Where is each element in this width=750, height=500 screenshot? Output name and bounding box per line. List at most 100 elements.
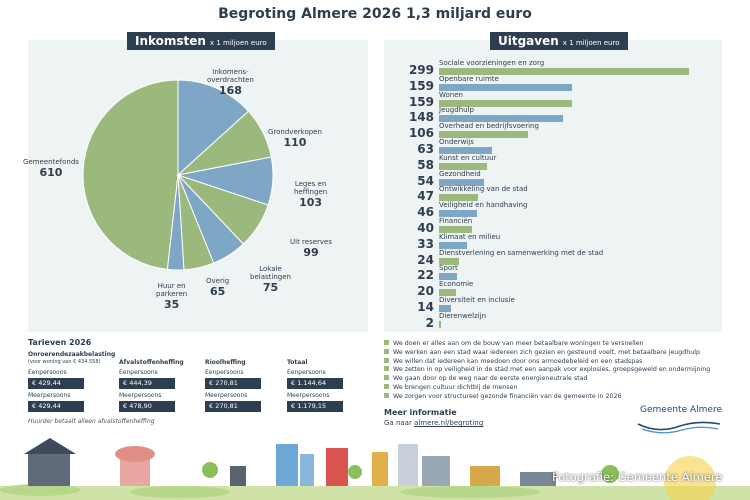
expense-value: 58	[417, 157, 434, 172]
pie-slice-value: 65	[209, 285, 226, 298]
riool-meer-amount: € 270,81	[205, 401, 261, 412]
goal-text: We willen dat iedereen kan meedoen door …	[393, 357, 643, 365]
expense-label: Economie	[439, 280, 474, 289]
pie-slice-label-text: Huur en parkeren	[156, 282, 188, 298]
expense-label: Wonen	[439, 90, 463, 99]
ozb-label: Onroerendezaakbelasting	[28, 351, 116, 358]
expense-label: Kunst en cultuur	[439, 153, 497, 162]
income-unit: x 1 miljoen euro	[209, 39, 267, 47]
expense-label: Onderwijs	[439, 138, 474, 146]
expense-label: Dienstverlening en samenwerking met de s…	[439, 248, 604, 257]
pie-slice-value: 610	[39, 166, 63, 179]
expense-bar	[439, 305, 451, 312]
pie-slice-value: 75	[262, 281, 279, 294]
pie-slice-label: Inkomens- overdrachten 168	[207, 68, 254, 97]
ozb-een-amount: € 429,44	[28, 378, 84, 389]
expense-value: 2	[425, 315, 434, 330]
info-text: Ga naar	[384, 419, 415, 427]
afval-een-label: Eenpersoons	[119, 369, 158, 376]
pie-slice-label: Lokale belastingen 75	[250, 265, 291, 294]
bullet-square-icon	[384, 375, 389, 381]
expense-value: 20	[417, 284, 434, 299]
afval-een-amount: € 444,39	[119, 378, 175, 389]
expense-label: Sociale voorzieningen en zorg	[439, 59, 545, 67]
pie-slice-label: Overig 65	[206, 277, 229, 298]
pie-slice-value: 168	[218, 84, 242, 97]
expense-value: 159	[408, 78, 434, 93]
info-line: Ga naar almere.nl/begroting	[384, 419, 483, 427]
expense-value: 46	[417, 205, 434, 220]
pie-slice-value: 35	[163, 298, 180, 311]
ozb-note: (voor woning van € 434.558)	[28, 359, 101, 365]
expense-label: Jeugdhulp	[439, 106, 474, 115]
goal-text: We gaan door op de weg naar de eerste en…	[393, 375, 588, 383]
expense-label: Ontwikkeling van de stad	[439, 185, 528, 194]
expenses-panel: Uitgaven x 1 miljoen euro 299 Sociale voor…	[384, 32, 722, 332]
expense-label: Diversiteit en inclusie	[439, 296, 515, 304]
expense-label: Klimaat en milieu	[439, 232, 501, 241]
tarieven-heading: Tarieven 2026	[28, 338, 92, 347]
totaal-meer-label: Meerpersoons	[287, 392, 330, 399]
bullet-square-icon	[384, 348, 389, 354]
riool-label: Rioolheffing	[205, 359, 246, 366]
afval-meer-label: Meerpersoons	[119, 392, 162, 399]
goal-text: We brengen cultuur dichtbij de mensen	[393, 384, 518, 391]
pie-slice-label-text: Overig	[206, 277, 230, 285]
expense-label: Dierenwelzijn	[439, 311, 487, 320]
ozb-een-label: Eenpersoons	[28, 369, 67, 376]
income-panel: Inkomsten x 1 miljoen euro Gemeentefonds 6…	[23, 32, 368, 332]
bullet-square-icon	[384, 392, 389, 398]
almere-logo-icon	[637, 421, 721, 434]
expense-bar	[439, 68, 689, 75]
expense-value: 106	[408, 126, 434, 141]
pie-slice-value: 99	[303, 246, 319, 259]
goal-text: We zorgen voor structureel gezonde finan…	[393, 392, 622, 400]
expense-bar	[439, 273, 458, 281]
page-title: Begroting Almere 2026 1,3 miljard euro	[218, 6, 532, 22]
afval-label: Afvalstoffenheffing	[119, 359, 184, 366]
goal-item: We doen er alles aan om de bouw van meer…	[384, 340, 644, 347]
goal-text: We zetten in op veiligheid in de stad me…	[393, 366, 711, 374]
photo-credit: Fotografie: Gemeente Almere	[552, 470, 723, 484]
expense-value: 14	[417, 300, 434, 314]
expense-value: 33	[417, 236, 434, 251]
expense-bar	[439, 115, 563, 123]
expense-label: Openbare ruimte	[439, 74, 499, 83]
expense-value: 47	[417, 189, 434, 204]
ozb-meer-amount: € 429,44	[28, 401, 84, 412]
bullet-square-icon	[384, 384, 389, 389]
expenses-heading-text: Uitgaven	[498, 34, 559, 48]
pie-slice-label: Gemeentefonds 610	[23, 158, 79, 179]
city-skyline-illustration	[0, 438, 750, 500]
expense-bar	[439, 131, 528, 139]
pie-slice	[177, 79, 250, 177]
expense-bar	[439, 194, 479, 202]
expense-value: 22	[417, 268, 434, 283]
expenses-heading: Uitgaven x 1 miljoen euro	[490, 32, 628, 50]
riool-een-amount: € 270,81	[205, 378, 261, 389]
pie-slice-label: Uit reserves 99	[290, 238, 332, 259]
income-heading: Inkomsten x 1 miljoen euro	[127, 32, 275, 50]
expense-bar	[439, 320, 441, 328]
expense-label: Financiën	[439, 217, 473, 225]
pie-slice-label-text: Uit reserves	[290, 238, 332, 246]
expense-value: 40	[417, 221, 434, 235]
pie-slice-value: 103	[299, 196, 323, 209]
ozb-meer-label: Meerpersoons	[28, 392, 71, 399]
bullet-square-icon	[384, 366, 389, 372]
pie-slice	[82, 79, 179, 270]
bullet-square-icon	[384, 340, 389, 345]
expenses-unit: x 1 miljoen euro	[562, 39, 620, 47]
expense-label: Sport	[439, 264, 458, 273]
expense-value: 24	[417, 252, 434, 267]
info-heading: Meer informatie	[384, 408, 457, 417]
info-link[interactable]: almere.nl/begroting	[414, 419, 484, 427]
pie-slice-label-text: Grondverkopen	[268, 128, 322, 136]
tarieven-footnote: Huurder betaalt alleen afvalstoffenheffi…	[28, 418, 155, 425]
pie-slice-value: 110	[283, 136, 307, 149]
expense-bar	[439, 83, 572, 91]
pie-slice-label-text: Lokale belastingen	[250, 265, 291, 281]
expense-label: Gezondheid	[439, 169, 481, 178]
expense-bar	[439, 257, 460, 265]
afval-meer-amount: € 478,90	[119, 401, 175, 412]
